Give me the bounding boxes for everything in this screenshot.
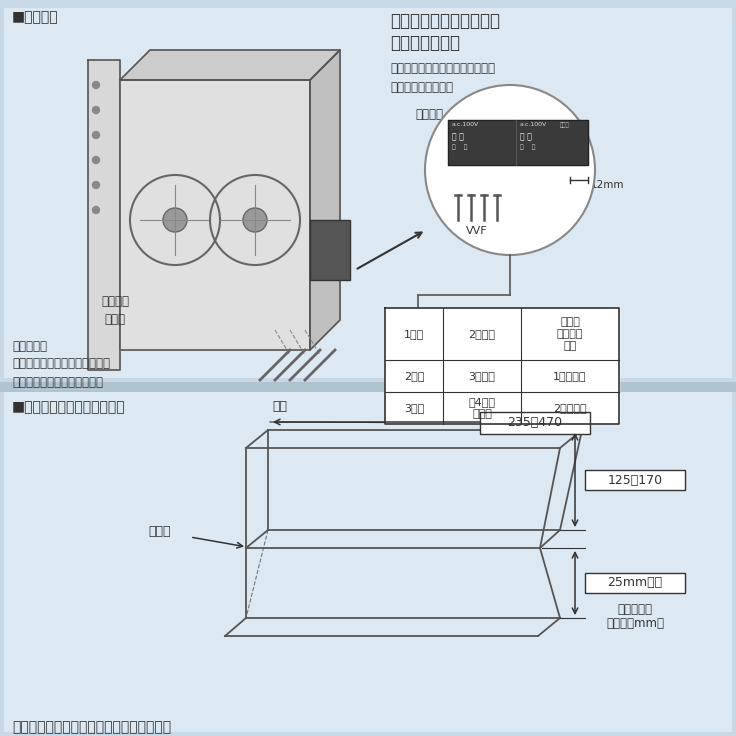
- Bar: [480, 412, 590, 434]
- Polygon shape: [120, 50, 340, 80]
- Text: 2台目へ: 2台目へ: [469, 329, 495, 339]
- Text: 25mm以上: 25mm以上: [607, 576, 662, 590]
- Text: a.c.100V: a.c.100V: [520, 122, 548, 127]
- Polygon shape: [448, 120, 588, 165]
- Polygon shape: [385, 308, 619, 424]
- Text: 12mm: 12mm: [591, 180, 625, 190]
- Circle shape: [163, 208, 187, 232]
- Text: 布基础: 布基础: [148, 525, 171, 538]
- Text: ■取付可能な換気孔の大きさ: ■取付可能な換気孔の大きさ: [12, 400, 126, 414]
- Text: 電 源: 電 源: [520, 132, 532, 141]
- Circle shape: [93, 132, 99, 138]
- Text: 黒（活線側）、白（接地側）に
注意して結線してください。: 黒（活線側）、白（接地側）に 注意して結線してください。: [12, 357, 110, 389]
- Polygon shape: [120, 80, 310, 350]
- Text: 必要です。: 必要です。: [618, 603, 653, 616]
- Text: 1台目: 1台目: [404, 329, 424, 339]
- Polygon shape: [88, 60, 120, 370]
- Text: （単位：mm）: （単位：mm）: [606, 617, 664, 630]
- Bar: [0, 382, 736, 392]
- Bar: [585, 470, 685, 490]
- Text: 速結端子: 速結端子: [415, 108, 443, 121]
- Circle shape: [93, 182, 99, 188]
- Circle shape: [93, 107, 99, 113]
- Text: 結線作業がワンタッチの: 結線作業がワンタッチの: [390, 12, 500, 30]
- Circle shape: [93, 157, 99, 163]
- Text: 屋外配線
の場合: 屋外配線 の場合: [101, 295, 129, 326]
- Text: 土台: 土台: [272, 400, 287, 413]
- Text: タイム
スイッチ
より: タイム スイッチ より: [556, 317, 583, 351]
- Text: 125～170: 125～170: [607, 473, 662, 486]
- Polygon shape: [310, 50, 340, 350]
- Text: VVF: VVF: [466, 226, 488, 236]
- Text: ゲージ: ゲージ: [560, 122, 570, 127]
- Text: 2台目より: 2台目より: [553, 403, 587, 413]
- Circle shape: [243, 208, 267, 232]
- Text: 電気工事は、屋外、室内のどちら
からでも可能です。: 電気工事は、屋外、室内のどちら からでも可能です。: [390, 62, 495, 94]
- Circle shape: [93, 207, 99, 213]
- Bar: [4, 8, 732, 378]
- Text: 2台目: 2台目: [404, 371, 424, 381]
- Text: 白    黒: 白 黒: [452, 144, 467, 149]
- Bar: [310, 220, 350, 280]
- Circle shape: [425, 85, 595, 255]
- Text: 速結端子採用！: 速結端子採用！: [390, 34, 460, 52]
- Text: 3台目: 3台目: [404, 403, 424, 413]
- Text: 3台目へ: 3台目へ: [469, 371, 495, 381]
- Text: a.c.100V: a.c.100V: [452, 122, 479, 127]
- Text: 取付開口の対応寸法が広く、施工が簡単！: 取付開口の対応寸法が広く、施工が簡単！: [12, 720, 171, 734]
- Text: （4台目
以降）: （4台目 以降）: [469, 397, 495, 419]
- Circle shape: [93, 82, 99, 88]
- Bar: [585, 573, 685, 593]
- Text: 1台目より: 1台目より: [553, 371, 587, 381]
- Text: 出 力: 出 力: [452, 132, 464, 141]
- Text: （ご注意）: （ご注意）: [12, 340, 47, 353]
- Text: ■結線方法: ■結線方法: [12, 10, 59, 24]
- Text: 235～470: 235～470: [507, 417, 562, 430]
- Text: 白    黒: 白 黒: [520, 144, 536, 149]
- Bar: [4, 384, 732, 732]
